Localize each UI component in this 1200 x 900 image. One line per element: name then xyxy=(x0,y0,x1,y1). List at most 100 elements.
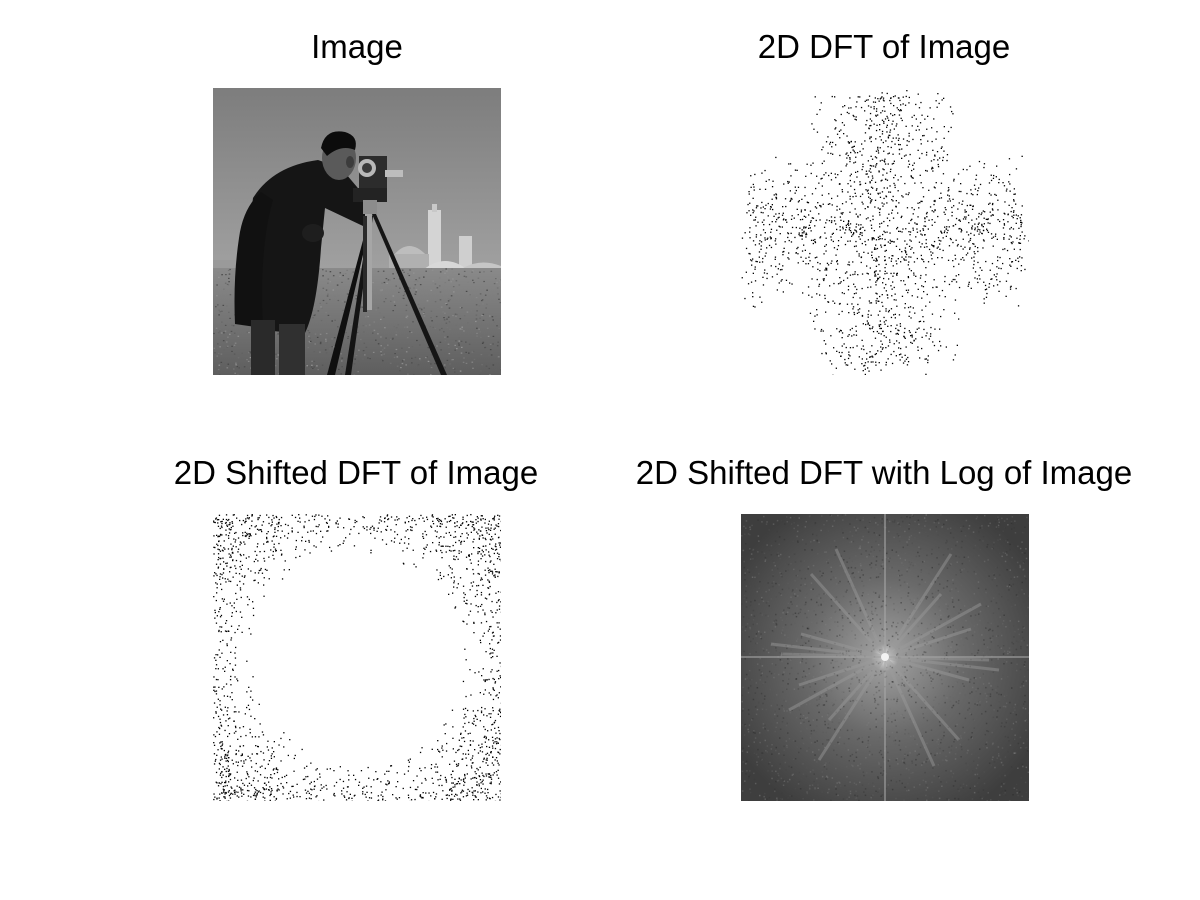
dft-speckle xyxy=(920,200,922,202)
dft-speckle xyxy=(797,186,800,188)
log-spectrum-noise xyxy=(747,687,750,689)
shifted-dft-speckle xyxy=(486,797,489,799)
dft-speckle xyxy=(861,339,863,341)
dft-speckle xyxy=(846,271,848,273)
dft-speckle xyxy=(864,364,866,367)
shifted-dft-speckle xyxy=(216,615,218,617)
dft-speckle xyxy=(856,101,858,103)
dft-speckle xyxy=(983,298,985,300)
dft-speckle xyxy=(934,328,936,330)
dft-speckle xyxy=(884,110,886,112)
dft-speckle xyxy=(919,357,921,359)
dft-speckle xyxy=(855,171,857,173)
shifted-dft-speckle xyxy=(222,788,224,790)
grass-speck xyxy=(344,273,347,275)
log-spectrum-noise xyxy=(955,555,957,557)
shifted-dft-speckle xyxy=(252,699,254,701)
grass-speck xyxy=(399,370,401,372)
dft-speckle xyxy=(752,305,755,307)
dft-speckle xyxy=(753,219,755,221)
grass-speck xyxy=(496,345,499,347)
dft-speckle xyxy=(895,245,898,247)
dft-speckle xyxy=(841,292,843,294)
shifted-dft-speckle xyxy=(473,632,475,634)
shifted-dft-speckle xyxy=(498,599,500,601)
dft-speckle xyxy=(899,230,901,233)
grass-speck xyxy=(331,320,333,322)
dft-speckle xyxy=(907,166,909,168)
shifted-dft-speckle xyxy=(218,762,221,764)
dft-speckle xyxy=(875,292,877,294)
dft-speckle xyxy=(921,336,923,338)
dft-speckle xyxy=(880,139,882,141)
grass-speck xyxy=(317,310,320,312)
grass-speck xyxy=(481,314,483,316)
shifted-dft-speckle xyxy=(493,742,495,744)
dft-speckle xyxy=(752,296,754,298)
shifted-dft-speckle xyxy=(219,727,221,730)
dft-speckle xyxy=(985,218,987,220)
shifted-dft-speckle xyxy=(497,796,500,798)
log-spectrum-noise xyxy=(924,525,926,527)
shifted-dft-speckle xyxy=(465,695,467,698)
shifted-dft-speckle xyxy=(395,797,397,799)
shifted-dft-speckle xyxy=(232,793,234,795)
shifted-dft-speckle xyxy=(370,792,373,794)
grass-speck xyxy=(413,374,415,375)
shifted-dft-speckle xyxy=(241,564,243,566)
grass-speck xyxy=(362,350,365,352)
shifted-dft-speckle xyxy=(221,626,223,628)
shifted-dft-speckle xyxy=(313,788,315,790)
shifted-dft-speckle xyxy=(216,706,218,708)
shifted-dft-speckle xyxy=(453,760,456,762)
shifted-dft-speckle xyxy=(493,635,495,637)
dft-speckle xyxy=(831,204,833,206)
grass-speck xyxy=(377,330,379,332)
dft-speckle xyxy=(926,128,928,130)
shifted-dft-speckle xyxy=(440,774,442,777)
shifted-dft-speckle xyxy=(466,792,468,794)
grass-speck xyxy=(403,297,405,300)
grass-speck xyxy=(404,326,406,328)
grass-speck xyxy=(427,360,430,362)
dft-speckle xyxy=(785,279,788,281)
shifted-dft-speckle xyxy=(246,596,249,598)
grass-speck xyxy=(480,370,482,372)
grass-speck xyxy=(218,352,220,354)
log-spectrum-noise xyxy=(1025,680,1027,682)
dft-speckle xyxy=(825,237,827,239)
shifted-dft-speckle xyxy=(498,608,501,610)
dft-speckle xyxy=(951,211,953,213)
grass-speck xyxy=(455,324,458,326)
shifted-dft-speckle xyxy=(454,607,456,609)
shifted-dft-speckle xyxy=(228,518,230,521)
shifted-dft-speckle xyxy=(337,526,339,528)
log-spectrum-noise xyxy=(1019,564,1021,567)
shifted-dft-speckle xyxy=(253,560,255,563)
shifted-dft-speckle xyxy=(480,579,482,581)
shifted-dft-speckle xyxy=(231,549,233,551)
log-spectrum-noise xyxy=(887,760,890,762)
dft-speckle xyxy=(875,129,878,132)
grass-speck xyxy=(214,282,217,284)
shifted-dft-speckle xyxy=(472,524,475,526)
dft-speckle xyxy=(841,203,844,205)
shifted-dft-speckle xyxy=(248,598,250,601)
dft-speckle xyxy=(908,256,910,258)
dft-speckle xyxy=(925,373,927,375)
dft-speckle xyxy=(876,297,878,300)
shifted-dft-speckle xyxy=(268,781,270,783)
dft-speckle xyxy=(880,340,882,342)
dft-speckle xyxy=(843,133,845,135)
shifted-dft-speckle xyxy=(258,569,260,572)
shifted-dft-speckle xyxy=(496,571,498,573)
shifted-dft-speckle xyxy=(485,799,487,801)
shifted-dft-speckle xyxy=(220,708,222,710)
shifted-dft-speckle xyxy=(471,521,473,523)
shifted-dft-speckle xyxy=(467,524,469,526)
shifted-dft-speckle xyxy=(224,522,227,524)
shifted-dft-speckle xyxy=(459,783,461,785)
grass-speck xyxy=(217,368,220,371)
shifted-dft-speckle xyxy=(256,794,258,796)
shifted-dft-speckle xyxy=(214,686,216,688)
